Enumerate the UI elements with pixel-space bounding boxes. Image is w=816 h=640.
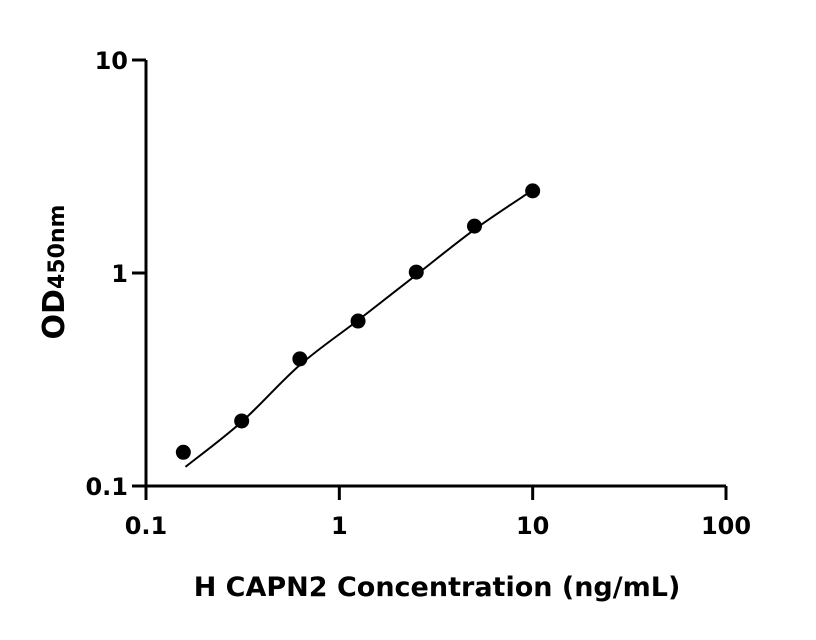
y-axis-label: OD450nm — [37, 205, 72, 340]
data-point — [350, 313, 366, 329]
data-point — [175, 444, 191, 460]
y-tick-label: 10 — [95, 47, 128, 75]
x-tick-label: 100 — [701, 512, 751, 540]
x-tick-label: 1 — [331, 512, 348, 540]
y-tick-label: 1 — [111, 260, 128, 288]
x-axis-label: H CAPN2 Concentration (ng/mL) — [194, 572, 681, 603]
x-tick-label: 10 — [516, 512, 549, 540]
data-point — [292, 351, 308, 367]
y-tick-label: 0.1 — [85, 473, 128, 501]
data-point — [408, 264, 424, 280]
data-point — [525, 183, 541, 199]
y-axis-label-main: OD — [37, 289, 72, 339]
y-axis-label-sub: 450nm — [45, 205, 70, 290]
x-tick-label: 0.1 — [125, 512, 168, 540]
data-point — [234, 413, 250, 429]
data-point — [466, 218, 482, 234]
